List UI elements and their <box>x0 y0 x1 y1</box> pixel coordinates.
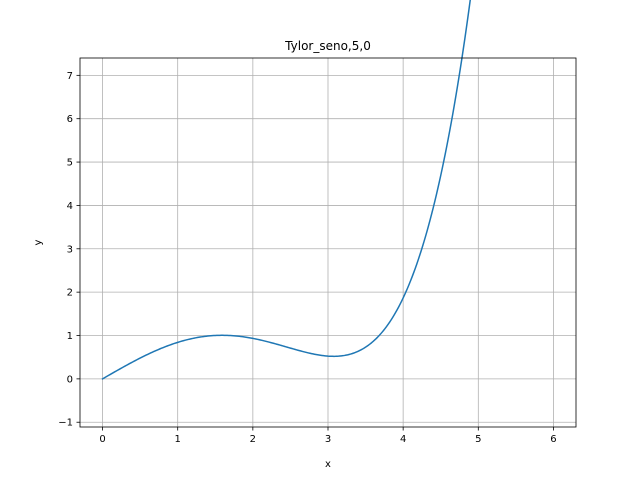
x-tick-label: 2 <box>250 434 256 445</box>
x-tick-label: 1 <box>175 434 181 445</box>
x-tick-label: 6 <box>550 434 556 445</box>
y-tick-label: 2 <box>67 288 73 299</box>
x-tick-label: 5 <box>475 434 481 445</box>
y-axis: −1 0 1 2 3 4 5 6 7 <box>58 71 80 429</box>
y-tick-label: 7 <box>67 71 73 82</box>
x-axis-label: x <box>325 459 331 470</box>
y-tick-label: −1 <box>58 418 73 429</box>
y-tick-label: 3 <box>67 244 73 255</box>
x-axis: 0 1 2 3 4 5 6 <box>99 427 557 445</box>
y-tick-label: 1 <box>67 331 73 342</box>
x-tick-label: 4 <box>400 434 406 445</box>
x-tick-label: 0 <box>99 434 105 445</box>
grid <box>80 58 576 427</box>
chart-title: Tylor_seno,5,0 <box>284 39 371 53</box>
y-tick-label: 6 <box>67 114 73 125</box>
y-tick-label: 4 <box>67 201 73 212</box>
y-tick-label: 0 <box>67 374 73 385</box>
series-line <box>101 0 471 380</box>
series-layer <box>101 0 471 380</box>
x-tick-label: 3 <box>325 434 331 445</box>
y-tick-label: 5 <box>67 158 73 169</box>
y-axis-label: y <box>33 239 44 245</box>
